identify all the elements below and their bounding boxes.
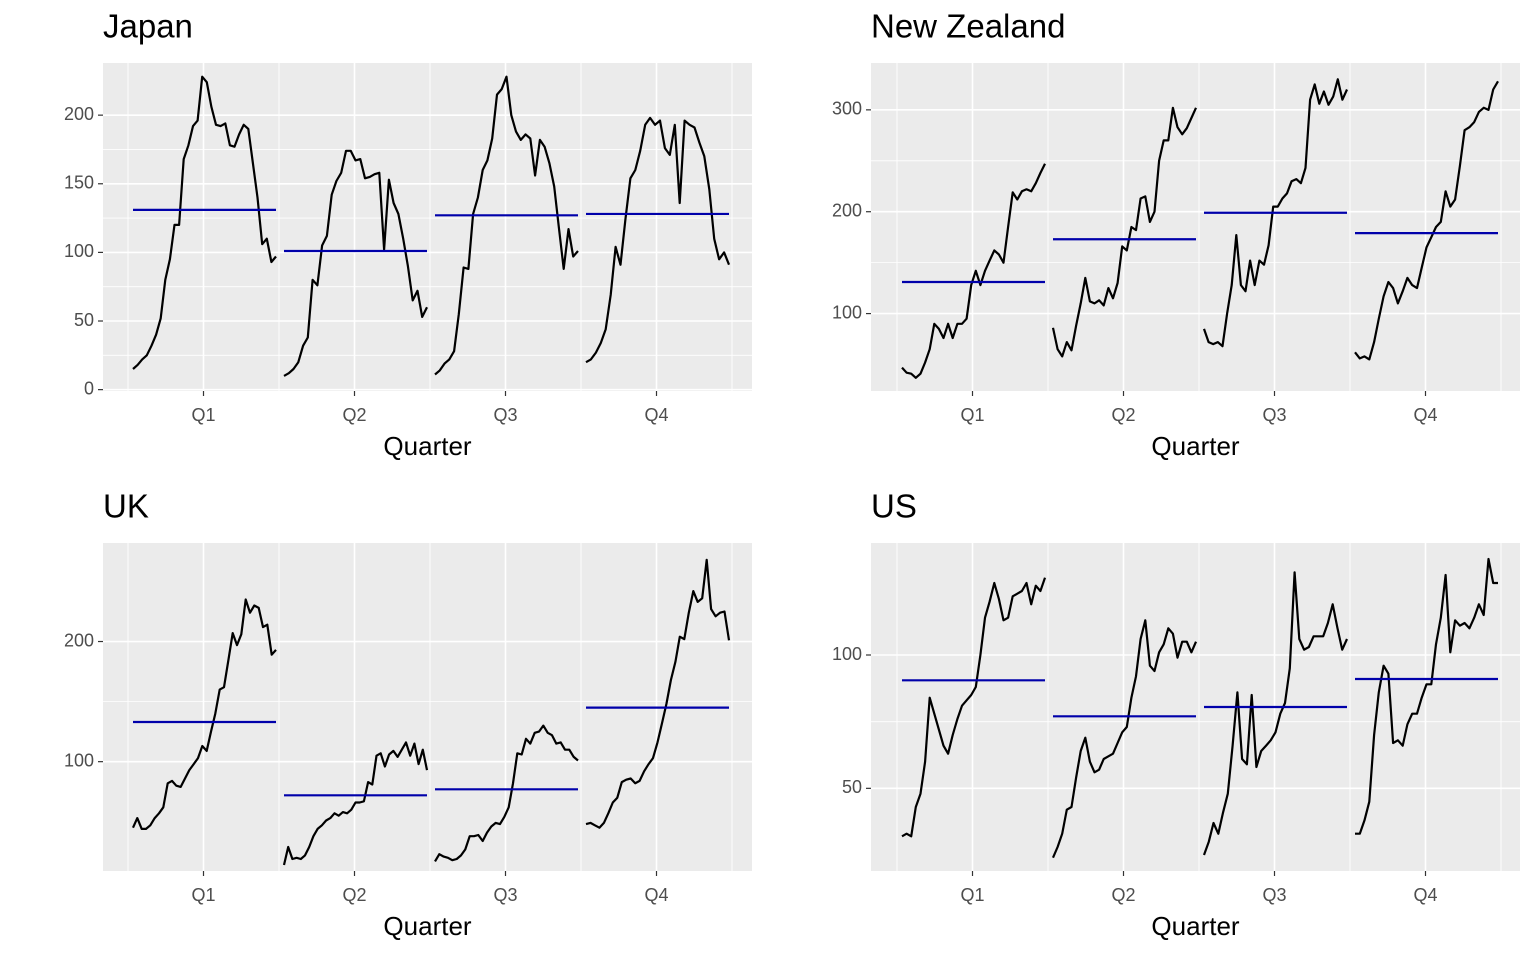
panel-title: Japan [103,8,193,45]
panel-background [871,543,1520,871]
panel: Japan 0 50 100 150 200 Q1 Q2 Q3 Q4 Quarter [64,8,752,461]
panel-title: New Zealand [871,8,1065,45]
x-tick-label: Q3 [1262,885,1286,905]
series-line [585,116,731,364]
panel-title: UK [103,488,149,525]
x-axis-title: Quarter [383,911,471,941]
panel-title: US [871,488,917,525]
series-line [1051,619,1198,859]
series-line [1354,80,1499,361]
y-tick-label: 300 [832,99,862,119]
series-line [132,75,277,370]
x-tick-label: Q2 [342,885,366,905]
series-line [901,163,1046,379]
y-tick-label: 100 [832,644,862,664]
x-tick-label: Q2 [1111,885,1135,905]
series-line [283,149,428,377]
x-tick-label: Q2 [342,405,366,425]
y-tick-label: 0 [84,378,94,398]
y-tick-label: 200 [832,200,862,220]
x-tick-label: Q4 [1413,885,1437,905]
x-tick-label: Q4 [1413,405,1437,425]
x-axis-title: Quarter [1151,431,1239,461]
y-tick-label: 100 [64,241,94,261]
y-tick-label: 50 [74,310,94,330]
series-line [1051,106,1198,358]
panel: New Zealand 100 200 300 Q1 Q2 Q3 Q4 Quarter [832,8,1520,461]
panel: US 50 100 Q1 Q2 Q3 Q4 Quarter [832,488,1520,941]
x-tick-label: Q4 [644,885,668,905]
y-tick-label: 100 [64,750,94,770]
panel-background [103,63,752,391]
x-tick-label: Q3 [493,405,517,425]
series-line [282,741,429,866]
panel: UK 100 200 Q1 Q2 Q3 Q4 Quarter [64,488,752,941]
x-tick-label: Q4 [644,405,668,425]
y-tick-label: 200 [64,630,94,650]
x-axis-title: Quarter [383,431,471,461]
y-tick-label: 150 [64,173,94,193]
x-tick-label: Q1 [191,885,215,905]
x-tick-label: Q1 [960,405,984,425]
series-line [1202,571,1349,856]
series-line [1202,78,1349,348]
x-axis-title: Quarter [1151,911,1239,941]
x-tick-label: Q3 [1262,405,1286,425]
x-tick-label: Q3 [493,885,517,905]
series-line [434,75,579,376]
series-line [131,598,277,831]
x-tick-label: Q2 [1111,405,1135,425]
y-tick-label: 50 [842,777,862,797]
series-line [901,577,1047,838]
y-tick-label: 200 [64,104,94,124]
series-line [585,558,731,829]
panel-background [871,63,1520,391]
series-line [1355,557,1498,835]
y-tick-label: 100 [832,302,862,322]
series-line [434,724,579,862]
x-tick-label: Q1 [191,405,215,425]
x-tick-label: Q1 [960,885,984,905]
